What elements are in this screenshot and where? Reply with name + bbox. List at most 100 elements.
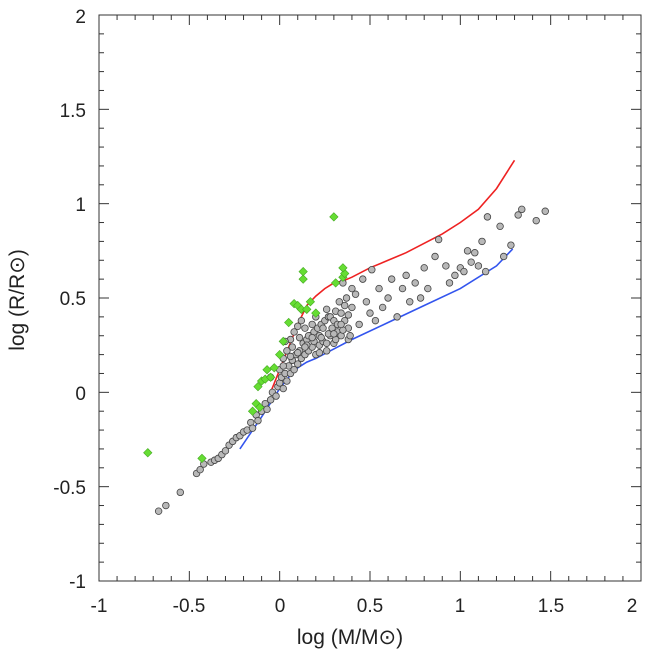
- gray-circle-point: [483, 213, 492, 221]
- gray-circle-point: [322, 347, 331, 355]
- gray-circle-point: [301, 343, 309, 351]
- gray-circle-point: [499, 252, 508, 261]
- gray-circle-point: [266, 396, 275, 404]
- gray-circle-point: [467, 258, 475, 266]
- gray-circle-point: [411, 279, 419, 287]
- x-tick-label: 0: [275, 596, 286, 617]
- green-diamond-point: [278, 336, 288, 347]
- y-axis-title: log (R/R⊙): [6, 249, 29, 351]
- gray-circle-point: [378, 303, 387, 312]
- y-tick-label: -1: [69, 572, 86, 593]
- green-diamond-point: [331, 278, 341, 288]
- green-diamond-point: [247, 406, 258, 416]
- green-diamond-point: [269, 363, 279, 373]
- gray-circle-point: [288, 343, 297, 351]
- gray-circle-point: [424, 284, 432, 293]
- gray-circle-point: [481, 267, 490, 276]
- green-diamond-point: [255, 402, 265, 413]
- gray-circle-point: [290, 328, 298, 336]
- gray-circle-point: [295, 333, 304, 342]
- green-diamond-point: [143, 448, 153, 458]
- gray-circle-point: [460, 267, 468, 276]
- gray-circle-point: [283, 377, 291, 385]
- gray-circle-point: [420, 264, 428, 272]
- gray-circle-point: [541, 207, 549, 215]
- gray-circle-point: [348, 303, 356, 312]
- gray-circle-point: [431, 252, 439, 261]
- gray-circle-point: [162, 501, 170, 510]
- gray-circle-point: [263, 405, 271, 414]
- y-tick-labels: -1 -0.5 0 0.5 1 1.5 2: [53, 7, 86, 593]
- gray-circle-point: [283, 347, 291, 355]
- y-tick-label: 0: [75, 384, 86, 405]
- gray-circle-point: [341, 301, 349, 310]
- gray-circle-point: [297, 316, 306, 325]
- model-curves: [239, 159, 516, 450]
- gray-circle-point: [337, 320, 345, 329]
- x-tick-label: -1: [91, 596, 108, 617]
- gray-circle-point: [355, 320, 363, 329]
- gray-circle-point: [478, 237, 486, 246]
- green-diamond-point: [298, 266, 308, 277]
- gray-circle-point: [362, 298, 371, 306]
- y-tick-label: 2: [75, 7, 86, 28]
- x-tick-label: 1: [455, 596, 466, 617]
- gray-circle-point: [154, 507, 163, 515]
- x-tick-label: -0.5: [173, 596, 206, 617]
- gray-circle-point: [393, 313, 401, 321]
- gray-circle-point: [254, 416, 262, 425]
- gray-circle-point: [368, 266, 376, 274]
- green-diamond-point: [338, 263, 348, 273]
- green-diamond-point: [329, 212, 339, 222]
- data-points: [143, 205, 549, 515]
- gray-circle-point: [434, 235, 443, 244]
- gray-circle-point: [286, 352, 295, 361]
- blue-curve: [239, 248, 514, 450]
- green-diamond-point: [302, 304, 312, 314]
- gray-circle-point: [279, 362, 287, 370]
- green-diamond-point: [262, 365, 272, 375]
- gray-circle-point: [507, 241, 515, 249]
- gray-circle-point: [402, 271, 410, 280]
- gray-circle-point: [315, 349, 324, 357]
- gray-circle-point: [351, 290, 360, 298]
- gray-circle-point: [474, 262, 483, 270]
- gray-circle-point: [322, 305, 331, 314]
- gray-circle-point: [176, 488, 184, 497]
- gray-circle-point: [272, 392, 280, 400]
- green-diamond-point: [253, 382, 263, 392]
- green-diamond-point: [298, 274, 308, 284]
- plot-frame: [98, 14, 642, 582]
- gray-circle-point: [375, 284, 383, 293]
- gray-circle-point: [496, 222, 504, 231]
- y-tick-label: -0.5: [53, 478, 86, 499]
- x-tick-label: 1.5: [538, 596, 564, 617]
- gray-circle-point: [463, 247, 472, 255]
- gray-circle-point: [398, 284, 407, 293]
- gray-circle-point: [294, 360, 302, 368]
- gray-circle-point: [342, 294, 351, 302]
- gray-circle-point: [451, 271, 459, 280]
- gray-circle-point: [337, 309, 345, 317]
- gray-circle-point: [532, 216, 540, 225]
- gray-circle-point: [322, 339, 331, 347]
- gray-circle-point: [518, 205, 526, 214]
- gray-circle-point: [366, 309, 374, 317]
- gray-circle-point: [330, 330, 338, 338]
- gray-circle-point: [344, 311, 353, 319]
- x-axis-title: log (M/M⊙): [297, 626, 403, 649]
- gray-circle-point: [335, 298, 343, 306]
- green-diamond-point: [311, 308, 321, 318]
- gray-circle-point: [301, 324, 309, 332]
- x-tick-label: 2: [627, 596, 638, 617]
- gray-circle-point: [308, 333, 316, 342]
- green-diamond-point: [197, 453, 207, 463]
- gray-circle-point: [221, 447, 230, 455]
- green-diamond-point: [266, 372, 276, 382]
- gray-circle-point: [384, 294, 392, 302]
- gray-circle-point: [514, 211, 522, 219]
- green-diamond-point: [284, 317, 294, 328]
- gray-circle-point: [294, 322, 302, 330]
- gray-circle-point: [319, 324, 327, 332]
